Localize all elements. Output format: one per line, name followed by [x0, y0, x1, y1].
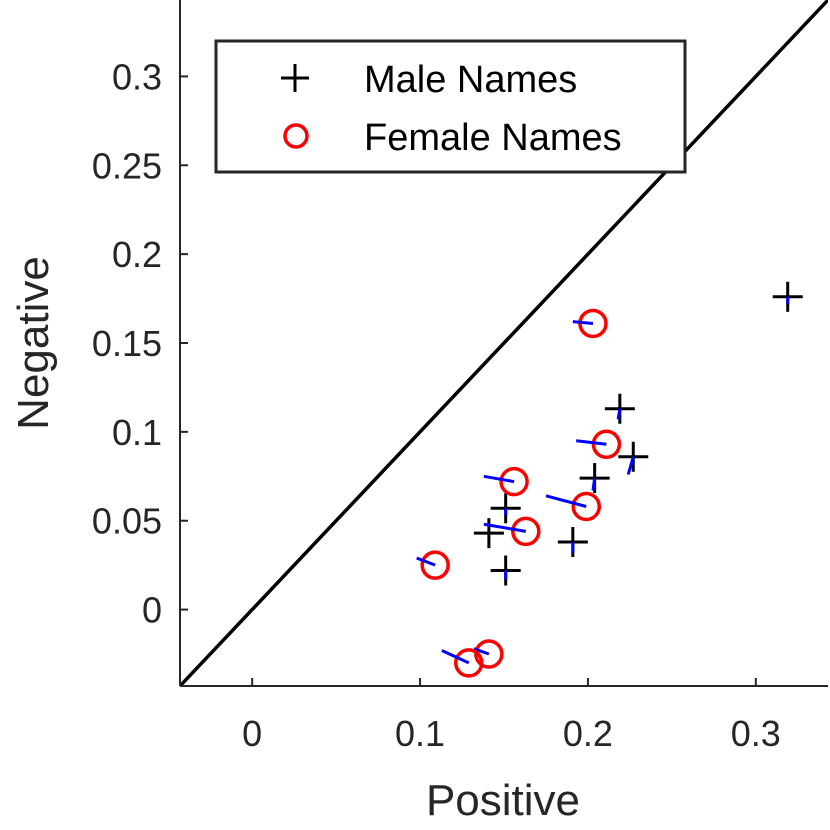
- shift-segment: [416, 556, 436, 567]
- y-tick-label: 0.05: [92, 501, 162, 542]
- circle-marker: [420, 550, 450, 580]
- male-point-4: [579, 463, 610, 494]
- circle-marker: [453, 648, 484, 678]
- x-axis-label: Positive: [426, 776, 580, 825]
- x-tick-label: 0.2: [563, 713, 613, 754]
- y-tick-label: 0.3: [112, 56, 162, 97]
- male-point-2: [604, 393, 635, 424]
- circle-marker: [591, 429, 622, 460]
- female-point-4: [545, 491, 602, 522]
- shift-segment: [441, 649, 470, 665]
- y-tick-label: 0: [142, 590, 162, 631]
- legend-label-female: Female Names: [364, 117, 622, 159]
- circle-marker: [571, 491, 602, 522]
- y-tick-label: 0.15: [92, 323, 162, 364]
- shift-segment: [483, 474, 515, 484]
- legend-circle: [283, 123, 309, 149]
- male-point-6: [473, 518, 504, 549]
- x-tick-label: 0.1: [395, 713, 445, 754]
- female-point-3: [483, 466, 529, 497]
- diagonal-line: [180, 0, 828, 686]
- legend-box: [214, 39, 687, 174]
- shift-segment: [473, 647, 490, 656]
- female-point-8: [441, 648, 484, 678]
- male-point-8: [490, 555, 521, 586]
- female-point-2: [576, 429, 622, 460]
- male-point-3: [618, 441, 649, 475]
- legend-label-male: Male Names: [364, 59, 577, 101]
- shift-segment: [616, 408, 622, 420]
- y-axis-label: Negative: [9, 256, 58, 430]
- x-tick-label: 0.3: [731, 713, 781, 754]
- female-point-1: [572, 308, 608, 339]
- male-point-5: [490, 493, 521, 524]
- circle-marker: [499, 466, 529, 497]
- circle-marker: [511, 516, 541, 547]
- male-point-7: [557, 527, 588, 558]
- y-tick-label: 0.1: [112, 412, 162, 453]
- shift-segment: [545, 494, 587, 508]
- shift-segment: [576, 439, 607, 446]
- x-tick-label: 0: [242, 713, 262, 754]
- shift-segment: [591, 477, 597, 491]
- female-point-6: [416, 550, 450, 580]
- shift-segment: [572, 320, 594, 325]
- y-tick-label: 0.2: [112, 234, 162, 275]
- male-point-1: [772, 281, 803, 312]
- legend: Male Names Female Names: [214, 39, 687, 174]
- shift-segment: [483, 522, 527, 533]
- y-tick-label: 0.25: [92, 145, 162, 186]
- female-point-5: [483, 516, 541, 547]
- shift-segment: [626, 456, 635, 475]
